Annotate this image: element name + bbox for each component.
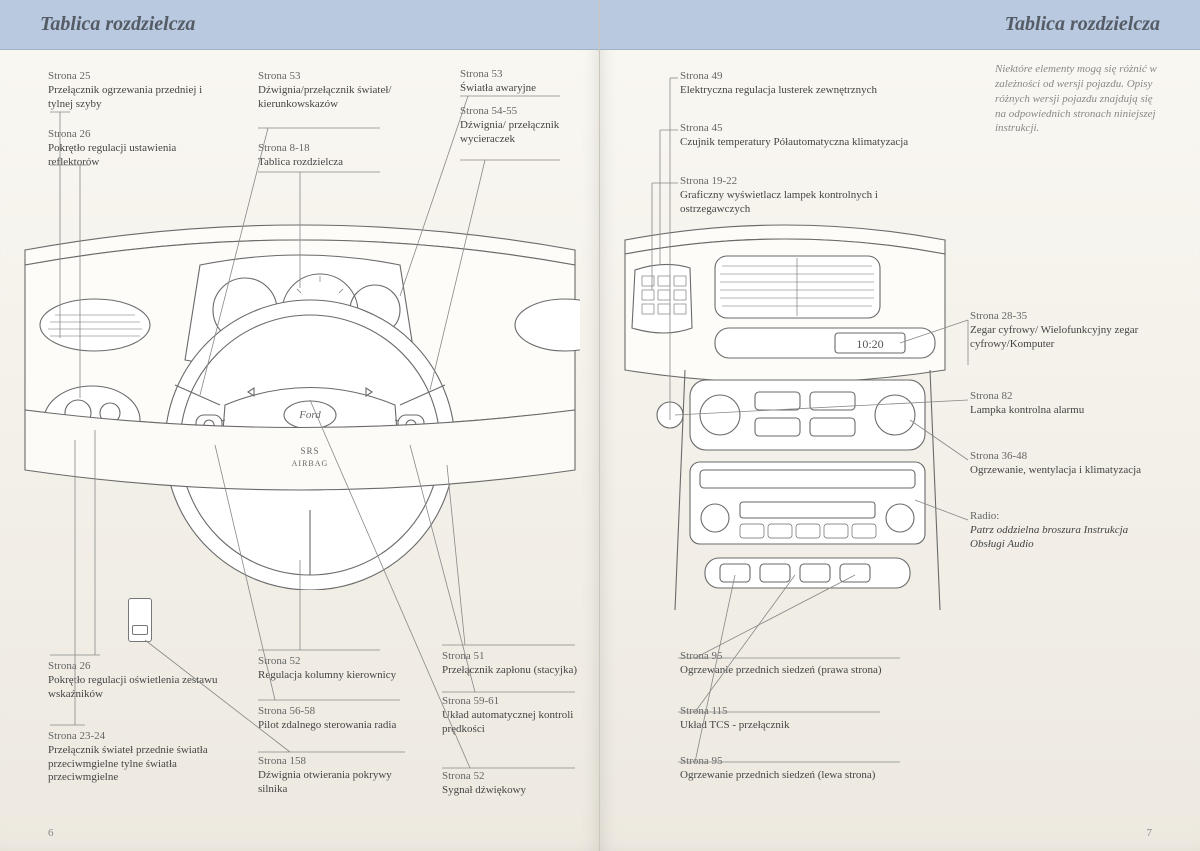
console-illustration: 10:20: [620, 210, 950, 640]
callout-radio: Radio:Patrz oddzielna broszura Instrukcj…: [970, 510, 1160, 551]
callout-digital-clock: Strona 28-35Zegar cyfrowy/ Wielofunkcyjn…: [970, 310, 1145, 351]
title-right: Tablica rozdzielcza: [1005, 13, 1160, 36]
clock-digits: 10:20: [856, 337, 883, 351]
dashboard-illustration: Ford SRS AIRBAG: [20, 210, 580, 590]
header-band-left: Tablica rozdzielcza: [0, 0, 599, 50]
callout-ignition: Strona 51Przełącznik zapłonu (stacyjka): [442, 650, 592, 678]
callout-mirror-adjust: Strona 49Elektryczna regulacja lusterek …: [680, 70, 900, 98]
callout-bonnet-release: Strona 158Dźwignia otwierania pokrywy si…: [258, 755, 418, 796]
callout-alarm-lamp: Strona 82Lampka kontrolna alarmu: [970, 390, 1140, 418]
callout-tcs-switch: Strona 115Układ TCS - przełącznik: [680, 705, 900, 733]
callout-steering-adjust: Strona 52Regulacja kolumny kierownicy: [258, 655, 408, 683]
variant-note: Niektóre elementy mogą się różnić w zale…: [995, 62, 1160, 136]
callout-instrument-panel: Strona 8-18Tablica rozdzielcza: [258, 142, 408, 170]
callout-indicator-stalk: Strona 53Dźwignia/przełącznik świateł/ k…: [258, 70, 423, 111]
callout-hvac: Strona 36-48Ogrzewanie, wentylacja i kli…: [970, 450, 1155, 478]
callout-temp-sensor: Strona 45Czujnik temperatury Półautomaty…: [680, 122, 920, 150]
remote-key-icon: [128, 598, 152, 642]
header-band-right: Tablica rozdzielcza: [600, 0, 1200, 50]
callout-radio-remote: Strona 56-58Pilot zdalnego sterowania ra…: [258, 705, 408, 733]
pagenum-right: 7: [1147, 827, 1153, 839]
callout-light-switch: Strona 23-24Przełącznik świateł przednie…: [48, 730, 223, 785]
callout-headlamp-level: Strona 26Pokrętło regulacji ustawienia r…: [48, 128, 218, 169]
callout-hazard-lights: Strona 53Światła awaryjne: [460, 68, 590, 96]
pagenum-left: 6: [48, 827, 54, 839]
title-left: Tablica rozdzielcza: [40, 13, 195, 36]
callout-heated-windows: Strona 25Przełącznik ogrzewania przednie…: [48, 70, 228, 111]
callout-wiper-lever: Strona 54-55Dźwignia/ przełącznik wycier…: [460, 105, 590, 146]
callout-seat-heat-right: Strona 95Ogrzewanie przednich siedzeń (p…: [680, 650, 920, 678]
airbag-label: AIRBAG: [292, 459, 329, 468]
page-spread: Tablica rozdzielcza Strona 25Przełącznik…: [0, 0, 1200, 851]
callout-cruise-control: Strona 59-61Układ automatycznej kontroli…: [442, 695, 592, 736]
ford-logo-text: Ford: [298, 409, 321, 421]
page-left: Tablica rozdzielcza Strona 25Przełącznik…: [0, 0, 600, 851]
callout-seat-heat-left: Strona 95Ogrzewanie przednich siedzeń (l…: [680, 755, 920, 783]
page-right: Tablica rozdzielcza Niektóre elementy mo…: [600, 0, 1200, 851]
callout-horn: Strona 52Sygnał dźwiękowy: [442, 770, 592, 798]
callout-illumination-dimmer: Strona 26Pokrętło regulacji oświetlenia …: [48, 660, 218, 701]
srs-label: SRS: [300, 446, 319, 456]
